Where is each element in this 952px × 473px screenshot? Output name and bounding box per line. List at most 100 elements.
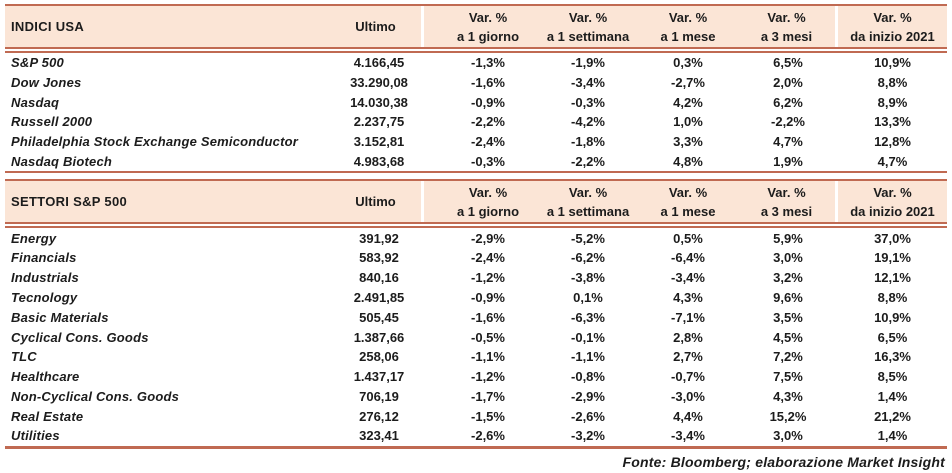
table-bottom-border xyxy=(5,171,947,174)
var-value: -1,2% xyxy=(471,270,505,286)
var-value: 15,2% xyxy=(769,408,807,424)
column-header-var-5: Var. % da inizio 2021 xyxy=(838,181,947,223)
var-value: -3,4% xyxy=(571,75,605,91)
header-spacer xyxy=(424,181,438,223)
table-header-row: INDICI USA Ultimo Var. % a 1 giorno Var. %… xyxy=(5,6,947,47)
header-double-rule xyxy=(5,47,947,53)
table-title: INDICI USA xyxy=(5,6,330,47)
column-header-var-4: Var. % a 3 mesi xyxy=(738,6,838,47)
var-value: 7,2% xyxy=(773,349,803,365)
table-row: S&P 500 4.166,45 -1,3% -1,9% 0,3% 6,5% 10,9% xyxy=(5,53,947,73)
column-header-var-4: Var. % a 3 mesi xyxy=(738,181,838,223)
var-value: 0,1% xyxy=(573,289,603,305)
var-value: -6,4% xyxy=(671,250,705,266)
var-value: -2,2% xyxy=(771,114,805,130)
var-value: 9,6% xyxy=(773,289,803,305)
column-header-line1: Var. % xyxy=(568,9,608,25)
row-label: Philadelphia Stock Exchange Semiconducto… xyxy=(11,134,299,150)
table-row: Nasdaq Biotech 4.983,68 -0,3% -2,2% 4,8% 1,9%… xyxy=(5,151,947,171)
var-value: -4,2% xyxy=(571,114,605,130)
var-value: -0,9% xyxy=(471,94,505,110)
column-header-line2: da inizio 2021 xyxy=(850,28,935,44)
var-value: -6,3% xyxy=(571,309,605,325)
var-value: 2,8% xyxy=(673,329,703,345)
column-header-line1: Var. % xyxy=(568,184,608,200)
table-row: Nasdaq 14.030,38 -0,9% -0,3% 4,2% 6,2% 8,9% xyxy=(5,92,947,112)
var-value: -1,3% xyxy=(471,55,505,71)
var-value: -3,2% xyxy=(571,428,605,444)
table-row: Industrials 840,16 -1,2% -3,8% -3,4% 3,2% 12,1… xyxy=(5,268,947,288)
var-value: 4,2% xyxy=(673,94,703,110)
var-value: -0,3% xyxy=(571,94,605,110)
var-value: -1,6% xyxy=(471,309,505,325)
var-value: 0,3% xyxy=(673,55,703,71)
sp500-sectors-table: SETTORI S&P 500 Ultimo Var. % a 1 giorno V… xyxy=(5,179,947,449)
var-value: 1,0% xyxy=(673,114,703,130)
ultimo-value: 14.030,38 xyxy=(350,94,408,110)
var-value: 19,1% xyxy=(874,250,911,266)
var-value: 6,5% xyxy=(773,55,803,71)
table-row: Dow Jones 33.290,08 -1,6% -3,4% -2,7% 2,0% 8,8… xyxy=(5,73,947,93)
var-value: -2,2% xyxy=(471,114,505,130)
var-value: 3,2% xyxy=(773,270,803,286)
var-value: -3,4% xyxy=(671,270,705,286)
var-value: 1,9% xyxy=(773,153,803,169)
ultimo-value: 323,41 xyxy=(359,428,399,444)
column-header-line2: da inizio 2021 xyxy=(850,203,935,219)
var-value: -2,4% xyxy=(471,250,505,266)
table-top-border xyxy=(5,179,947,182)
var-value: -0,5% xyxy=(471,329,505,345)
var-value: -2,7% xyxy=(671,75,705,91)
var-value: -3,4% xyxy=(671,428,705,444)
var-value: 6,2% xyxy=(773,94,803,110)
var-value: -2,6% xyxy=(571,408,605,424)
ultimo-value: 33.290,08 xyxy=(350,75,408,91)
column-header-var-1: Var. % a 1 giorno xyxy=(438,6,538,47)
column-header-line1: Var. % xyxy=(873,184,912,200)
table-row: TLC 258,06 -1,1% -1,1% 2,7% 7,2% 16,3% xyxy=(5,347,947,367)
ultimo-value: 258,06 xyxy=(359,349,399,365)
var-value: 37,0% xyxy=(874,230,911,246)
row-label: Tecnology xyxy=(11,289,78,305)
table-row: Philadelphia Stock Exchange Semiconducto… xyxy=(5,132,947,152)
table-row: Russell 2000 2.237,75 -2,2% -4,2% 1,0% -2,2% 1… xyxy=(5,112,947,132)
column-header-line2: a 3 mesi xyxy=(760,203,813,219)
var-value: 4,3% xyxy=(773,388,803,404)
var-value: -2,4% xyxy=(471,134,505,150)
var-value: -1,1% xyxy=(571,349,605,365)
var-value: 4,7% xyxy=(877,153,908,169)
column-header-line2: a 1 giorno xyxy=(456,203,520,219)
usa-indices-table: INDICI USA Ultimo Var. % a 1 giorno Var. %… xyxy=(5,4,947,174)
var-value: 2,0% xyxy=(773,75,803,91)
var-value: 21,2% xyxy=(874,408,911,424)
row-label: Dow Jones xyxy=(11,75,82,91)
column-header-ultimo: Ultimo xyxy=(330,6,424,47)
var-value: -0,3% xyxy=(471,153,505,169)
table-row: Utilities 323,41 -2,6% -3,2% -3,4% 3,0% 1,4% xyxy=(5,426,947,446)
var-value: -0,1% xyxy=(571,329,605,345)
var-value: 12,1% xyxy=(874,270,911,286)
var-value: 4,3% xyxy=(673,289,703,305)
var-value: 2,7% xyxy=(673,349,703,365)
ultimo-value: 2.237,75 xyxy=(353,114,405,130)
var-value: -6,2% xyxy=(571,250,605,266)
column-header-line1: Var. % xyxy=(668,9,708,25)
table-title: SETTORI S&P 500 xyxy=(5,181,330,223)
var-value: -2,2% xyxy=(571,153,605,169)
column-header-line1: Var. % xyxy=(468,184,508,200)
var-value: -1,7% xyxy=(471,388,505,404)
ultimo-value: 583,92 xyxy=(359,250,399,266)
table-body: Energy 391,92 -2,9% -5,2% 0,5% 5,9% 37,0% Finan… xyxy=(5,228,947,446)
table-body: S&P 500 4.166,45 -1,3% -1,9% 0,3% 6,5% 10,9% Do… xyxy=(5,53,947,171)
row-label: Healthcare xyxy=(11,369,80,385)
var-value: -2,9% xyxy=(571,388,605,404)
header-spacer xyxy=(424,6,438,47)
var-value: 8,9% xyxy=(877,94,908,110)
var-value: 8,8% xyxy=(877,289,908,305)
var-value: 3,0% xyxy=(773,250,803,266)
var-value: -3,0% xyxy=(671,388,705,404)
var-value: 12,8% xyxy=(874,134,911,150)
column-header-var-5: Var. % da inizio 2021 xyxy=(838,6,947,47)
table-row: Basic Materials 505,45 -1,6% -6,3% -7,1% 3,5%… xyxy=(5,307,947,327)
var-value: -3,8% xyxy=(571,270,605,286)
